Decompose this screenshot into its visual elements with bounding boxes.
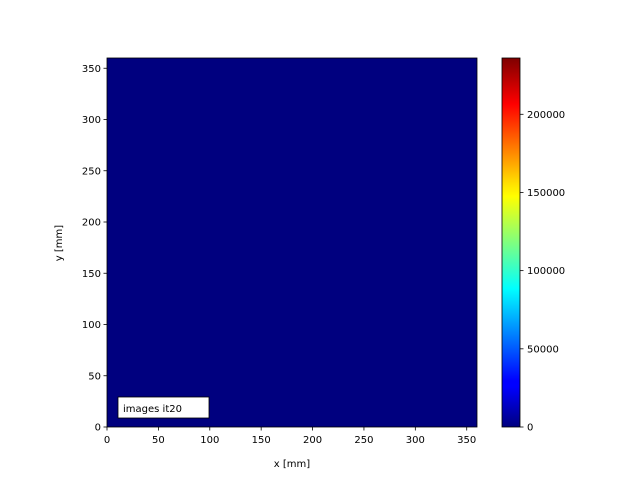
annotation-box: images it20 (117, 396, 210, 419)
x-tick-label: 300 (406, 435, 425, 446)
y-tick-label: 0 (95, 423, 101, 434)
y-tick-label: 150 (82, 269, 101, 280)
colorbar-tick-label: 100000 (527, 266, 565, 277)
x-axis-label: x [mm] (274, 459, 310, 470)
y-axis-label: y [mm] (54, 225, 65, 261)
x-tick-label: 200 (303, 435, 322, 446)
colorbar (501, 57, 521, 428)
colorbar-tick-label: 150000 (527, 188, 565, 199)
x-tick-label: 250 (354, 435, 373, 446)
colorbar-ticks: 0 50000 100000 150000 200000 (520, 110, 565, 434)
colorbar-tick-label: 200000 (527, 110, 565, 121)
x-tick-label: 150 (252, 435, 271, 446)
colorbar-tick-label: 0 (527, 423, 533, 434)
colorbar-tick-label: 50000 (527, 344, 559, 355)
heatmap-field (107, 58, 477, 427)
y-tick-label: 300 (82, 115, 101, 126)
y-tick-label: 200 (82, 218, 101, 229)
y-axis-ticks: 0 50 100 150 200 250 300 350 (82, 64, 107, 434)
annotation-text: images it20 (123, 404, 182, 415)
x-tick-label: 100 (200, 435, 219, 446)
y-tick-label: 350 (82, 64, 101, 75)
plot-frame (106, 57, 478, 428)
y-tick-label: 50 (88, 371, 101, 382)
x-tick-label: 0 (104, 435, 110, 446)
y-tick-label: 100 (82, 320, 101, 331)
y-tick-label: 250 (82, 166, 101, 177)
x-tick-label: 50 (152, 435, 165, 446)
x-axis-ticks: 0 50 100 150 200 250 300 350 (104, 427, 476, 446)
x-tick-label: 350 (457, 435, 476, 446)
